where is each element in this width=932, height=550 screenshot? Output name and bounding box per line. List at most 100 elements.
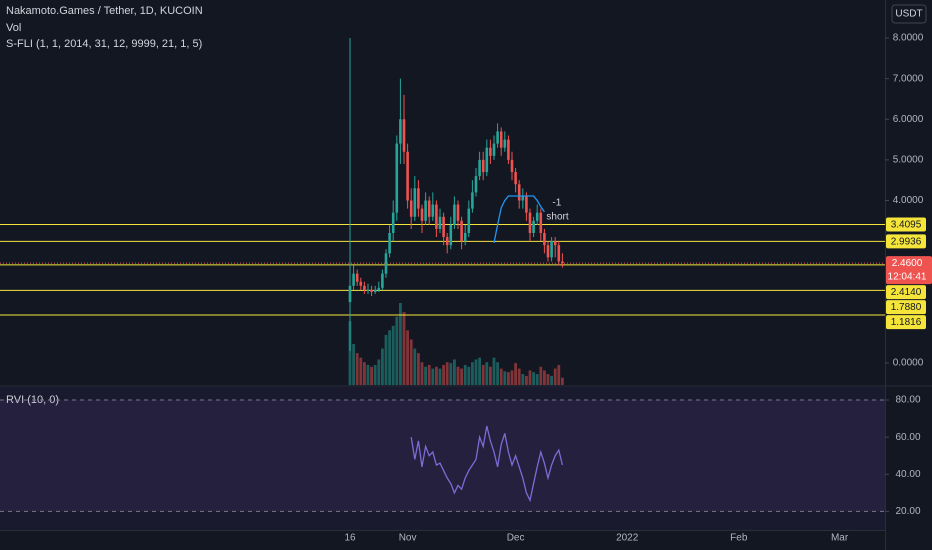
annotation: -1 bbox=[552, 198, 561, 209]
volume-bar bbox=[413, 348, 417, 385]
candle-body bbox=[409, 200, 413, 217]
candle-body bbox=[431, 204, 435, 217]
candle-body bbox=[427, 200, 431, 217]
candle-body bbox=[395, 143, 399, 213]
volume-bar bbox=[391, 325, 395, 385]
volume-label: Vol bbox=[6, 22, 21, 34]
candle-body bbox=[391, 212, 395, 233]
volume-bar bbox=[561, 377, 564, 385]
x-tick-label: 2022 bbox=[616, 533, 639, 544]
volume-bar bbox=[463, 364, 467, 385]
level-label-box bbox=[886, 217, 926, 232]
level-label-box bbox=[886, 234, 926, 249]
candle-body bbox=[460, 220, 463, 242]
candle-body bbox=[366, 289, 370, 291]
volume-bar bbox=[355, 353, 359, 385]
volume-bar bbox=[489, 366, 492, 385]
currency-button[interactable] bbox=[891, 4, 927, 24]
candle-body bbox=[496, 131, 499, 144]
volume-bar bbox=[528, 370, 532, 385]
volume-bar bbox=[471, 362, 474, 385]
candle-body bbox=[355, 273, 359, 282]
x-tick-label: 16 bbox=[344, 533, 356, 544]
candle-body bbox=[557, 245, 561, 262]
level-label: 2.4140 bbox=[891, 287, 922, 298]
candle-body bbox=[471, 192, 474, 209]
x-tick-label: Feb bbox=[730, 533, 748, 544]
volume-bar bbox=[539, 366, 543, 385]
candle-body bbox=[474, 176, 478, 193]
volume-bar bbox=[370, 366, 373, 385]
currency-label[interactable]: USDT bbox=[895, 9, 922, 20]
volume-bar bbox=[535, 374, 539, 385]
level-label-box bbox=[886, 300, 926, 315]
candle-body bbox=[546, 245, 550, 258]
volume-bar bbox=[543, 370, 546, 385]
rvi-line bbox=[410, 425, 564, 503]
candle-body bbox=[481, 159, 485, 173]
volume-bar bbox=[377, 359, 381, 385]
volume-bar bbox=[442, 364, 445, 385]
candle-body bbox=[413, 188, 417, 217]
y-tick-label: 6.0000 bbox=[893, 114, 924, 125]
volume-bar bbox=[485, 362, 489, 385]
volume-bar bbox=[517, 368, 521, 385]
candle-body bbox=[532, 220, 535, 233]
rvi-tick-label: 80.00 bbox=[895, 395, 920, 406]
rvi-tick-label: 60.00 bbox=[895, 432, 920, 443]
candle-body bbox=[352, 273, 355, 286]
volume-bar bbox=[550, 375, 553, 385]
candle-body bbox=[463, 233, 467, 242]
candle-body bbox=[485, 147, 489, 173]
candle-body bbox=[539, 212, 543, 233]
level-label-box bbox=[886, 315, 926, 330]
candle-body bbox=[445, 237, 449, 246]
volume-bar bbox=[460, 368, 463, 385]
volume-bar bbox=[514, 363, 517, 385]
volume-bar bbox=[510, 370, 514, 385]
rvi-band bbox=[0, 400, 885, 512]
volume-bar bbox=[557, 364, 561, 385]
level-label: 2.9936 bbox=[891, 237, 922, 248]
candle-body bbox=[449, 224, 453, 246]
volume-bar bbox=[348, 321, 352, 385]
x-tick-label: Mar bbox=[831, 533, 849, 544]
volume-bar bbox=[532, 372, 535, 385]
candle-body bbox=[510, 159, 514, 173]
volume-bar bbox=[499, 368, 503, 385]
volume-bar bbox=[395, 316, 399, 385]
candle-body bbox=[528, 212, 532, 233]
y-tick-label: 5.0000 bbox=[893, 155, 924, 166]
y-tick-label: 0.0000 bbox=[893, 358, 924, 369]
volume-bar bbox=[399, 303, 402, 385]
y-tick-label: 8.0000 bbox=[893, 33, 924, 44]
symbol-title: Nakamoto.Games / Tether, 1D, KUCOIN bbox=[6, 5, 203, 17]
last-price-label: 2.4600 bbox=[892, 258, 923, 269]
volume-bar bbox=[503, 371, 507, 385]
volume-bar bbox=[496, 362, 499, 385]
y-tick-label: 4.0000 bbox=[893, 195, 924, 206]
candle-body bbox=[543, 233, 546, 246]
volume-bar bbox=[363, 362, 366, 385]
candle-body bbox=[359, 281, 363, 286]
candle-body bbox=[553, 241, 557, 246]
x-tick-label: Dec bbox=[507, 533, 525, 544]
volume-bar bbox=[406, 330, 409, 385]
volume-bar bbox=[478, 357, 481, 385]
level-label-box bbox=[886, 285, 926, 300]
x-tick-label: Nov bbox=[399, 533, 417, 544]
candle-body bbox=[503, 139, 507, 148]
rvi-pane bbox=[0, 387, 885, 530]
candle-body bbox=[456, 204, 460, 221]
volume-bar bbox=[521, 374, 525, 385]
candle-body bbox=[381, 273, 384, 288]
volume-bar bbox=[381, 348, 384, 385]
volume-bar bbox=[553, 368, 557, 385]
candle-body bbox=[399, 119, 402, 144]
volume-bar bbox=[359, 357, 363, 385]
volume-bar bbox=[352, 344, 355, 385]
candle-body bbox=[561, 261, 564, 264]
volume-bar bbox=[456, 366, 460, 385]
candle-body bbox=[514, 172, 517, 185]
